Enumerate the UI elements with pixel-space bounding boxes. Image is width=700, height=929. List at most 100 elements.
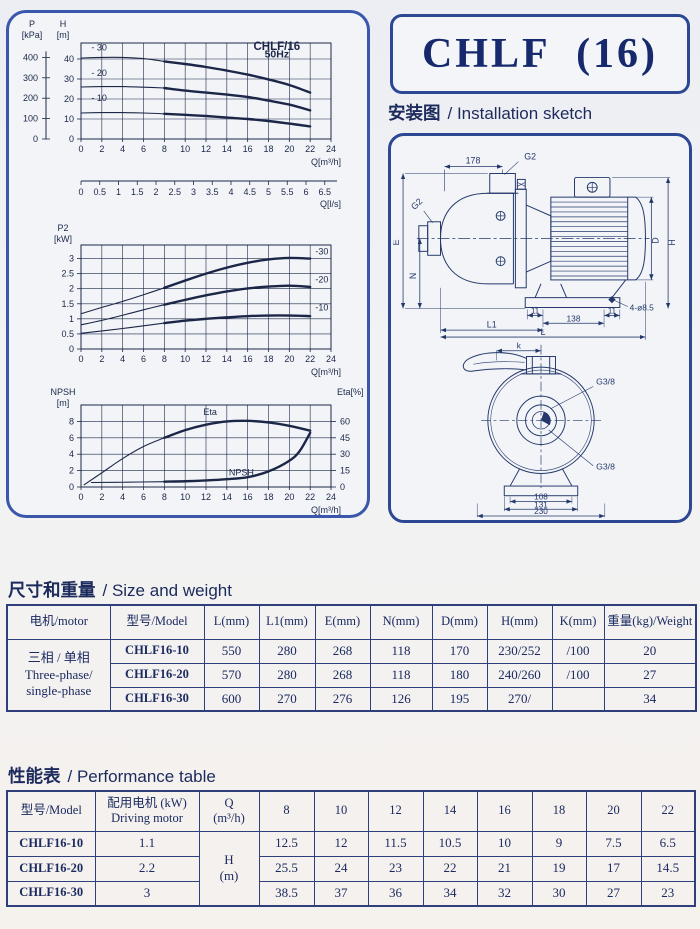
svg-text:6: 6 (141, 492, 146, 502)
svg-text:40: 40 (64, 54, 74, 64)
svg-text:P2: P2 (57, 223, 68, 233)
value-cell: 570 (203, 662, 260, 688)
svg-text:1: 1 (69, 314, 74, 324)
table-row: 三相 / 单相 Three-phase/ single-phase CHLF16-… (6, 638, 697, 712)
performance-heading-cn: 性能表 (8, 766, 61, 786)
svg-text:0: 0 (69, 482, 74, 492)
performance-table-body: CHLF16-10 1.1 H (m) 12.5 12 11.5 10.5 10 9 7.5 6.5… (6, 830, 696, 907)
svg-text:0: 0 (78, 354, 83, 364)
svg-text:- 30: - 30 (91, 43, 107, 53)
value-cell: 268 (314, 638, 371, 664)
value-cell: 240/260 (486, 662, 553, 688)
drain-plug (541, 411, 551, 426)
value-cell: 14.5 (640, 855, 696, 882)
value-cell: 270 (258, 686, 316, 712)
svg-text:12: 12 (201, 144, 211, 154)
value-cell: 118 (369, 662, 433, 688)
power-flow-chart: 0 0.5 1 1.5 2 2.5 3 P2 [kW] 0 2 4 6 8 10 12 14 16 18 20 22 24… (9, 221, 365, 386)
svg-text:22: 22 (305, 354, 315, 364)
svg-text:0: 0 (340, 482, 345, 492)
column-header: 配用电机 (kW) Driving motor (94, 790, 200, 832)
svg-text:10: 10 (180, 354, 190, 364)
svg-text:2: 2 (69, 466, 74, 476)
performance-heading: 性能表 / Performance table (8, 763, 216, 788)
svg-text:5.5: 5.5 (281, 187, 294, 197)
size-weight-heading-cn: 尺寸和重量 (8, 580, 96, 600)
column-header: 型号/Model (6, 790, 96, 832)
side-view-dimensions (400, 161, 671, 341)
svg-text:10: 10 (64, 114, 74, 124)
svg-text:2: 2 (153, 187, 158, 197)
value-cell: 3 (94, 880, 200, 907)
value-cell: /100 (551, 662, 605, 688)
value-cell: 11.5 (367, 830, 424, 857)
column-header: Q (m³/h) (198, 790, 260, 832)
dim-g38-top-label: G3/8 (596, 377, 615, 387)
dim-g38-bottom-label: G3/8 (596, 462, 615, 472)
column-header: 10 (313, 790, 369, 832)
value-cell: 550 (203, 638, 260, 664)
dim-k-label: k (517, 341, 522, 350)
svg-text:6: 6 (141, 144, 146, 154)
svg-text:30: 30 (340, 449, 350, 459)
svg-text:24: 24 (326, 144, 336, 154)
svg-text:18: 18 (263, 354, 273, 364)
svg-text:2.5: 2.5 (168, 187, 181, 197)
value-cell: 24 (313, 855, 369, 882)
svg-text:60: 60 (340, 416, 350, 426)
value-cell: 270/ (486, 686, 553, 712)
svg-text:3.5: 3.5 (206, 187, 219, 197)
svg-text:6: 6 (141, 354, 146, 364)
svg-text:20: 20 (284, 492, 294, 502)
svg-text:CHLF/16: CHLF/16 (254, 41, 301, 53)
svg-text:0: 0 (69, 344, 74, 354)
value-cell: 21 (476, 855, 533, 882)
svg-text:4.5: 4.5 (243, 187, 256, 197)
model-cell: CHLF16-30 (6, 880, 96, 907)
pump-side-view-drawing: 178 G2 G2 E N D H 11 138 11 4-ø8.5 L1 L (393, 152, 677, 341)
header-row: 型号/Model 配用电机 (kW) Driving motor Q (m³/h) 8… (6, 790, 696, 832)
model-cell: CHLF16-20 (109, 662, 205, 688)
svg-text:4: 4 (120, 354, 125, 364)
svg-text:- 20: - 20 (91, 68, 107, 78)
value-cell: 23 (367, 855, 424, 882)
svg-text:Q[m³/h]: Q[m³/h] (311, 367, 341, 377)
svg-text:100: 100 (23, 114, 38, 124)
dim-l1-label: L1 (487, 320, 497, 330)
column-header: 22 (640, 790, 696, 832)
value-cell: 6.5 (640, 830, 696, 857)
svg-text:15: 15 (340, 466, 350, 476)
svg-text:2: 2 (99, 354, 104, 364)
svg-text:Q[m³/h]: Q[m³/h] (311, 505, 341, 515)
svg-text:[m]: [m] (57, 398, 70, 408)
svg-text:6: 6 (69, 433, 74, 443)
value-cell: 2.2 (94, 855, 200, 882)
value-cell: 32 (476, 880, 533, 907)
value-cell: 9 (531, 830, 587, 857)
svg-text:50Hz: 50Hz (265, 48, 290, 60)
svg-text:NPSH: NPSH (50, 387, 75, 397)
performance-curves-panel: 0 10 20 30 40 H [m] 0 100 200 300 400 P [kPa] 0 2 4 6 8 10 1… (6, 10, 370, 518)
value-cell: 34 (603, 686, 697, 712)
value-cell: 280 (258, 638, 316, 664)
value-cell: /100 (551, 638, 605, 664)
dim-11b-label: 11 (608, 306, 616, 315)
dim-11a-label: 11 (531, 306, 539, 315)
dim-230-label: 230 (534, 507, 548, 516)
svg-text:1.5: 1.5 (131, 187, 144, 197)
installation-sketch-panel: 178 G2 G2 E N D H 11 138 11 4-ø8.5 L1 L (388, 133, 692, 523)
svg-text:NPSH: NPSH (229, 468, 254, 478)
svg-text:2: 2 (69, 284, 74, 294)
svg-text:10: 10 (180, 492, 190, 502)
dim-n-label: N (408, 273, 418, 279)
npsh-eta-chart: 0 2 4 6 8 NPSH [m] 0 15 30 45 60 Eta[%] 0 2 4 6 8 10 12 14 16… (9, 385, 365, 520)
value-cell: 23 (640, 880, 696, 907)
svg-text:4: 4 (69, 449, 74, 459)
value-cell: 27 (585, 880, 642, 907)
pump-side-outline (416, 173, 650, 308)
svg-text:1: 1 (116, 187, 121, 197)
svg-text:-20: -20 (315, 275, 328, 285)
value-cell: 276 (314, 686, 371, 712)
model-title: CHLF (16) (421, 31, 659, 77)
table-row: CHLF16-20 2.2 25.5 24 23 22 21 19 17 14.5 (6, 855, 696, 882)
